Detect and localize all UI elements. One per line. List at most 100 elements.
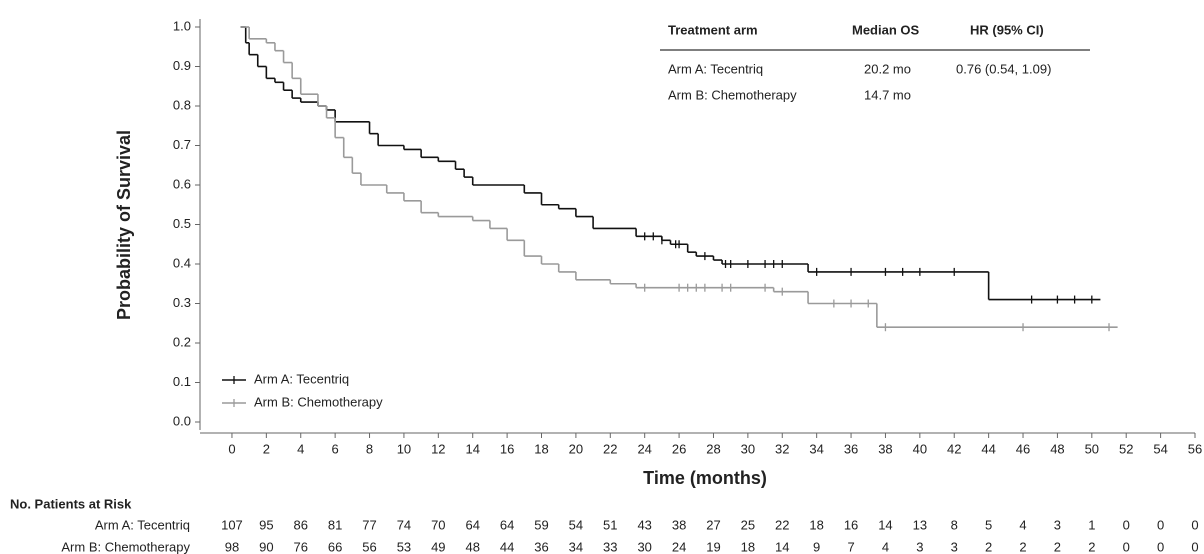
- y-tick-label: 0.2: [173, 334, 191, 349]
- x-tick-label: 44: [981, 441, 995, 456]
- x-tick-label: 0: [228, 441, 235, 456]
- risk-count: 34: [569, 539, 583, 554]
- y-tick-label: 0.1: [173, 374, 191, 389]
- risk-count: 76: [294, 539, 308, 554]
- risk-count: 8: [951, 517, 958, 532]
- x-tick-label: 28: [706, 441, 720, 456]
- risk-count: 3: [1054, 517, 1061, 532]
- risk-count: 2: [985, 539, 992, 554]
- x-tick-label: 30: [741, 441, 755, 456]
- x-tick-label: 46: [1016, 441, 1030, 456]
- y-tick-label: 0.5: [173, 216, 191, 231]
- x-tick-label: 52: [1119, 441, 1133, 456]
- risk-count: 25: [741, 517, 755, 532]
- risk-count: 64: [465, 517, 479, 532]
- risk-count: 98: [225, 539, 239, 554]
- x-tick-label: 36: [844, 441, 858, 456]
- x-tick-label: 2: [263, 441, 270, 456]
- risk-count: 86: [294, 517, 308, 532]
- risk-count: 7: [847, 539, 854, 554]
- risk-count: 54: [569, 517, 583, 532]
- x-tick-label: 10: [397, 441, 411, 456]
- y-tick-label: 0.7: [173, 137, 191, 152]
- risk-count: 1: [1088, 517, 1095, 532]
- risk-count: 2: [1088, 539, 1095, 554]
- x-tick-label: 16: [500, 441, 514, 456]
- risk-title: No. Patients at Risk: [10, 496, 132, 511]
- y-tick-label: 0.8: [173, 97, 191, 112]
- risk-count: 51: [603, 517, 617, 532]
- risk-count: 33: [603, 539, 617, 554]
- x-tick-label: 20: [569, 441, 583, 456]
- risk-count: 18: [809, 517, 823, 532]
- table-cell: Arm B: Chemotherapy: [668, 87, 797, 102]
- table-cell: Arm A: Tecentriq: [668, 61, 763, 76]
- risk-count: 0: [1123, 539, 1130, 554]
- risk-row-label: Arm A: Tecentriq: [95, 517, 190, 532]
- x-tick-label: 4: [297, 441, 304, 456]
- risk-count: 3: [951, 539, 958, 554]
- risk-count: 81: [328, 517, 342, 532]
- risk-row-label: Arm B: Chemotherapy: [61, 539, 190, 554]
- risk-count: 5: [985, 517, 992, 532]
- y-tick-label: 0.6: [173, 176, 191, 191]
- risk-count: 66: [328, 539, 342, 554]
- risk-count: 48: [465, 539, 479, 554]
- risk-count: 19: [706, 539, 720, 554]
- risk-count: 22: [775, 517, 789, 532]
- risk-count: 0: [1157, 539, 1164, 554]
- risk-count: 9: [813, 539, 820, 554]
- x-tick-label: 34: [809, 441, 823, 456]
- risk-count: 107: [221, 517, 243, 532]
- risk-count: 2: [1019, 539, 1026, 554]
- y-tick-label: 0.3: [173, 295, 191, 310]
- risk-count: 18: [741, 539, 755, 554]
- x-tick-label: 12: [431, 441, 445, 456]
- y-tick-label: 0.4: [173, 255, 191, 270]
- y-tick-label: 0.0: [173, 413, 191, 428]
- risk-count: 24: [672, 539, 686, 554]
- risk-count: 0: [1157, 517, 1164, 532]
- x-tick-label: 24: [637, 441, 651, 456]
- y-tick-label: 1.0: [173, 18, 191, 33]
- legend-label: Arm A: Tecentriq: [254, 371, 349, 386]
- risk-count: 64: [500, 517, 514, 532]
- risk-count: 43: [637, 517, 651, 532]
- risk-count: 0: [1191, 539, 1198, 554]
- risk-count: 49: [431, 539, 445, 554]
- risk-count: 74: [397, 517, 411, 532]
- x-tick-label: 54: [1153, 441, 1167, 456]
- x-tick-label: 40: [913, 441, 927, 456]
- x-tick-label: 50: [1085, 441, 1099, 456]
- risk-count: 95: [259, 517, 273, 532]
- x-tick-label: 8: [366, 441, 373, 456]
- x-tick-label: 18: [534, 441, 548, 456]
- risk-count: 4: [1019, 517, 1026, 532]
- risk-count: 16: [844, 517, 858, 532]
- x-tick-label: 48: [1050, 441, 1064, 456]
- risk-count: 36: [534, 539, 548, 554]
- x-tick-label: 26: [672, 441, 686, 456]
- x-tick-label: 56: [1188, 441, 1202, 456]
- risk-count: 56: [362, 539, 376, 554]
- table-header: HR (95% CI): [970, 22, 1044, 37]
- x-tick-label: 6: [332, 441, 339, 456]
- risk-count: 44: [500, 539, 514, 554]
- risk-count: 14: [775, 539, 789, 554]
- risk-count: 3: [916, 539, 923, 554]
- risk-count: 90: [259, 539, 273, 554]
- risk-count: 77: [362, 517, 376, 532]
- risk-count: 30: [637, 539, 651, 554]
- risk-count: 59: [534, 517, 548, 532]
- table-cell: 0.76 (0.54, 1.09): [956, 61, 1051, 76]
- risk-count: 0: [1191, 517, 1198, 532]
- x-tick-label: 22: [603, 441, 617, 456]
- risk-count: 70: [431, 517, 445, 532]
- x-tick-label: 38: [878, 441, 892, 456]
- risk-count: 13: [913, 517, 927, 532]
- table-header: Treatment arm: [668, 22, 758, 37]
- risk-count: 38: [672, 517, 686, 532]
- risk-count: 2: [1054, 539, 1061, 554]
- y-tick-label: 0.9: [173, 58, 191, 73]
